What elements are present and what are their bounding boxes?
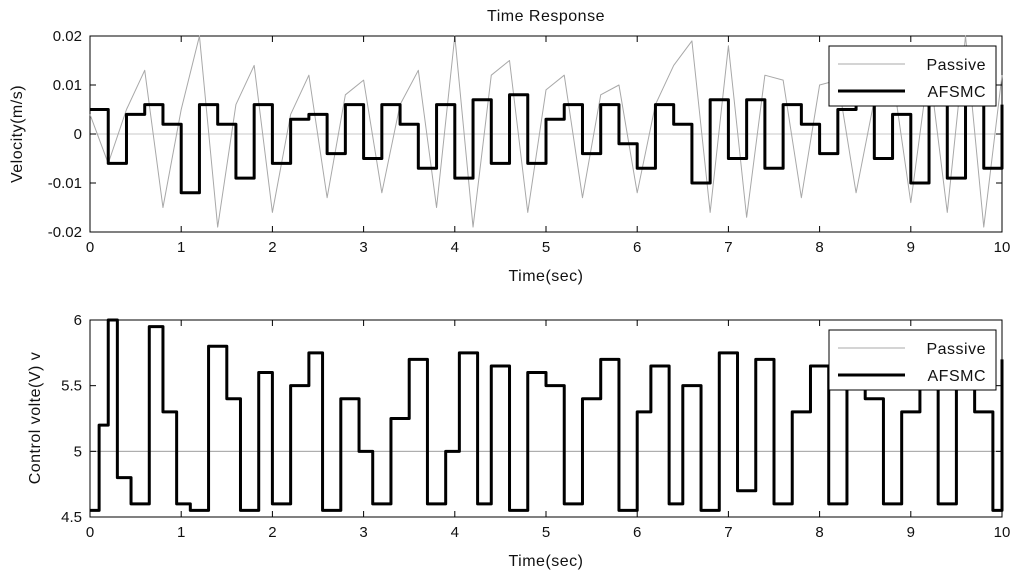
x-tick-label: 3 [359, 524, 367, 541]
x-tick-label: 4 [451, 239, 459, 256]
x-axis-label-velocity: Time(sec) [508, 268, 583, 285]
x-tick-label: 10 [994, 239, 1011, 256]
x-tick-label: 9 [907, 239, 915, 256]
y-tick-label: 6 [74, 312, 82, 329]
x-tick-label: 6 [633, 239, 641, 256]
x-tick-label: 7 [724, 524, 732, 541]
y-tick-label: 4.5 [61, 509, 82, 526]
x-tick-label: 6 [633, 524, 641, 541]
series-afsmc-voltage [90, 318, 1004, 512]
y-axis-label-velocity: Velocity(m/s) [9, 85, 26, 183]
x-tick-label: 8 [815, 239, 823, 256]
velocity-plot: 0 1 2 3 4 5 6 7 8 9 10 -0.02 -0.01 0 0.01 0.02 Time Res… [9, 8, 1010, 285]
y-tick-label: -0.01 [48, 175, 82, 192]
y-tick-label: 0 [74, 126, 82, 143]
chart-title: Time Response [487, 8, 605, 25]
x-tick-label: 1 [177, 524, 185, 541]
control-voltage-plot: 0 1 2 3 4 5 6 7 8 9 10 4.5 5 5.5 6 Time(sec) Control v… [27, 312, 1010, 570]
y-axis-label-voltage: Control volte(V) v [27, 352, 44, 485]
axis-ticks-velocity: 0 1 2 3 4 5 6 7 8 9 10 -0.02 -0.01 0 0.01 0.02 [48, 28, 1011, 256]
y-tick-label: 5 [74, 443, 82, 460]
legend-voltage: Passive AFSMC [828, 329, 997, 391]
x-tick-label: 5 [542, 239, 550, 256]
axis-ticks-voltage: 0 1 2 3 4 5 6 7 8 9 10 4.5 5 5.5 6 [61, 312, 1010, 541]
x-tick-label: 10 [994, 524, 1011, 541]
series-line-afsmc [90, 318, 1004, 512]
series-afsmc-velocity [90, 93, 1004, 195]
legend-box [828, 329, 997, 391]
x-tick-label: 8 [815, 524, 823, 541]
x-tick-label: 4 [451, 524, 459, 541]
x-tick-label: 5 [542, 524, 550, 541]
y-tick-label: 0.01 [53, 77, 82, 94]
x-tick-label: 3 [359, 239, 367, 256]
legend-velocity: Passive AFSMC [828, 45, 997, 107]
series-line-passive [89, 35, 1003, 228]
series-line-afsmc [90, 93, 1004, 195]
y-tick-label: 5.5 [61, 378, 82, 395]
series-passive-velocity [89, 35, 1003, 228]
legend-label-passive: Passive [926, 341, 986, 358]
x-tick-label: 2 [268, 524, 276, 541]
x-axis-label-voltage: Time(sec) [508, 553, 583, 570]
x-tick-label: 0 [86, 239, 94, 256]
x-tick-label: 0 [86, 524, 94, 541]
y-tick-label: -0.02 [48, 224, 82, 241]
x-tick-label: 2 [268, 239, 276, 256]
legend-box [828, 45, 997, 107]
x-tick-label: 9 [907, 524, 915, 541]
legend-label-passive: Passive [926, 57, 986, 74]
legend-label-afsmc: AFSMC [928, 368, 987, 385]
legend-label-afsmc: AFSMC [928, 84, 987, 101]
x-tick-label: 1 [177, 239, 185, 256]
y-tick-label: 0.02 [53, 28, 82, 45]
x-tick-label: 7 [724, 239, 732, 256]
